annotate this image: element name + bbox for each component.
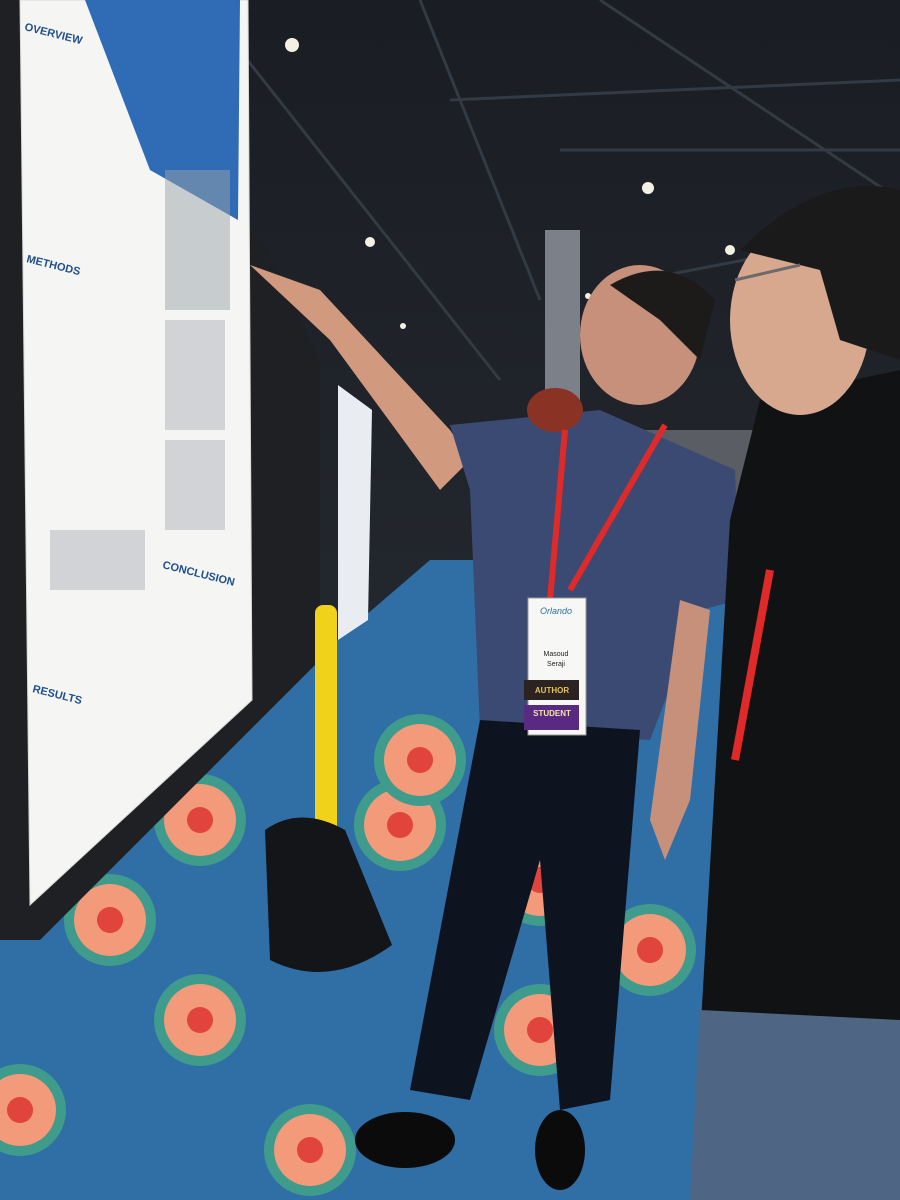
badge-first-name: Masoud xyxy=(544,651,569,658)
ceiling-lights xyxy=(285,38,735,329)
yellow-post xyxy=(315,605,337,835)
badge: Orlando Masoud Seraji AUTHOR STUDENT xyxy=(524,597,587,736)
backpack xyxy=(265,817,392,972)
visitor xyxy=(690,186,900,1200)
presenter xyxy=(250,265,740,1190)
badge-event: Orlando xyxy=(540,606,572,616)
badge-ribbon: STUDENT xyxy=(533,709,571,718)
far-poster xyxy=(338,385,372,640)
poster-figures xyxy=(50,170,230,590)
badge-ribbon: AUTHOR xyxy=(535,686,569,695)
poster-header xyxy=(85,0,240,220)
badge-last-name: Seraji xyxy=(547,661,565,668)
